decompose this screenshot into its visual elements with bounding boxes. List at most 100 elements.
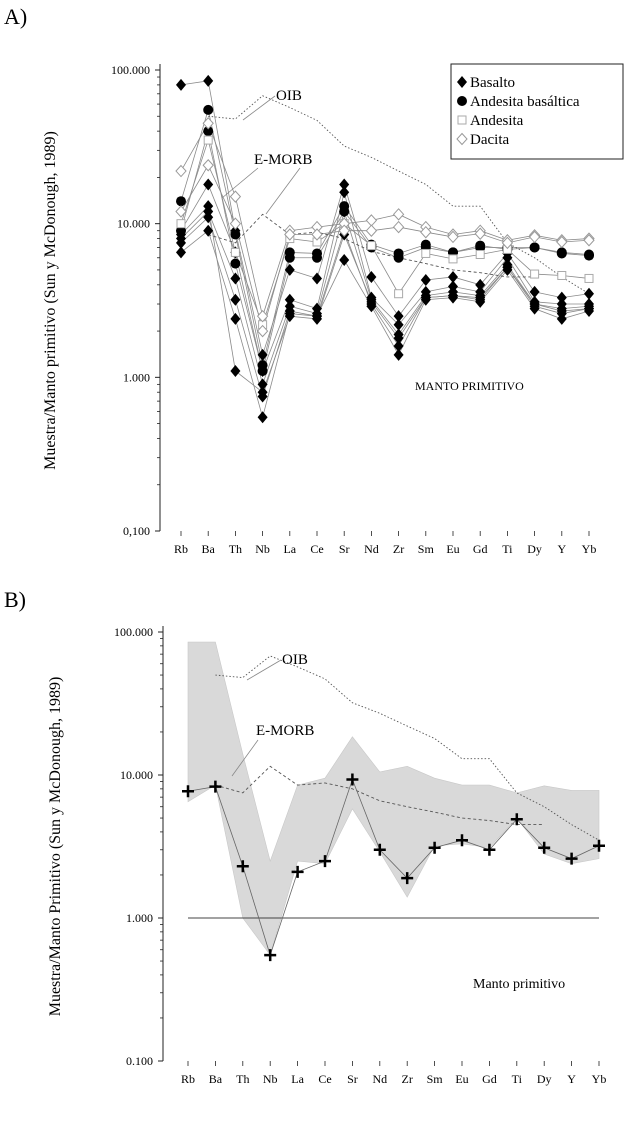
b-oib-label: OIB (282, 652, 308, 668)
a-point-basalto (393, 332, 404, 345)
a-y-tick-label: 0,100 (123, 524, 150, 538)
a-legend-label: Basalto (470, 75, 515, 91)
a-point-andesita (203, 135, 213, 145)
a-x-tick-label: La (283, 542, 296, 556)
a-point-basalto (420, 273, 431, 286)
b-x-tick-label: Y (567, 1072, 576, 1086)
a-point-basalto (584, 302, 594, 315)
a-point-basalto (230, 293, 241, 306)
a-point-dacita (365, 214, 378, 227)
b-y-tick-label: 100.000 (114, 625, 153, 639)
a-sample-line (180, 122, 590, 318)
a-point-dacita (338, 224, 350, 237)
b-average-line (187, 778, 600, 957)
b-average-point (264, 949, 277, 962)
b-range-band (187, 641, 600, 956)
a-point-basalto (203, 74, 214, 87)
a-point-basalto (393, 310, 404, 323)
a-point-dacita (528, 230, 541, 244)
b-x-tick-label: Ce (318, 1072, 331, 1086)
a-point-andesita (448, 254, 458, 264)
a-legend-marker (457, 115, 467, 125)
a-point-basalto (312, 312, 322, 325)
a-x-tick-label: Th (229, 542, 242, 556)
a-x-tick-label: Zr (393, 542, 404, 556)
a-point-dacita (447, 230, 459, 244)
a-point-andesita (176, 219, 186, 229)
a-legend-label: Andesita basáltica (470, 94, 580, 110)
panel-b: 0.100 1.000 10.000 100.000 Rb Ba Th Nb La Ce Sr Nd Z… (0, 580, 631, 1121)
b-manto-label: Manto primitivo (473, 977, 565, 992)
a-point-andesita (530, 269, 540, 279)
a-point-basalto (176, 236, 186, 249)
b-average-point (483, 843, 496, 856)
b-average-point (373, 843, 386, 856)
a-sample-line (180, 164, 590, 333)
b-y-tick-label: 1.000 (126, 911, 153, 925)
a-point-basalto (230, 364, 241, 377)
a-y-tick-label: 1.000 (123, 370, 150, 384)
a-manto-label: MANTO PRIMITIVO (415, 379, 524, 393)
a-point-basalto (230, 272, 241, 285)
a-point-basalto (257, 411, 268, 424)
a-point-basalto (339, 186, 350, 199)
a-point-basalto (420, 291, 431, 304)
a-point-basalto (502, 251, 513, 264)
a-x-tick-label: Sr (339, 542, 350, 556)
a-legend: Basalto Andesita basáltica Andesita Dacita (450, 63, 624, 160)
a-point-basalto (203, 211, 214, 224)
b-average-point (565, 852, 578, 865)
b-y-tick-label: 0.100 (126, 1054, 153, 1068)
b-panel-label: B) (4, 587, 26, 612)
a-point-basalto (176, 78, 186, 91)
a-x-tick-label: Gd (473, 542, 488, 556)
a-point-andesita-bas-ltica (176, 225, 186, 236)
a-point-andesita-bas-ltica (393, 252, 404, 263)
a-point-dacita (175, 164, 187, 178)
a-point-basalto (366, 270, 377, 283)
a-point-basalto (203, 224, 214, 237)
a-point-andesita-bas-ltica (529, 242, 540, 253)
a-x-tick-label: Sm (418, 542, 435, 556)
b-average-point (593, 839, 605, 852)
b-x-tick-label: Yb (592, 1072, 607, 1086)
a-point-basalto (393, 348, 404, 361)
b-average-point (456, 834, 468, 847)
a-point-basalto (339, 254, 350, 267)
a-panel-label: A) (4, 4, 27, 29)
a-point-basalto (257, 348, 268, 361)
a-sample-line (180, 138, 590, 326)
b-average-point (209, 780, 222, 793)
a-sample-line (180, 205, 590, 393)
a-point-basalto (393, 318, 404, 331)
b-x-tick-label: Zr (402, 1072, 413, 1086)
b-markers (182, 773, 605, 962)
a-sample-line (180, 131, 590, 372)
a-markers (175, 74, 595, 424)
b-average-point (538, 841, 551, 854)
a-sample-line (180, 210, 590, 386)
b-x-tick-label: Th (236, 1072, 249, 1086)
a-x-tick-label: Dy (527, 542, 542, 556)
a-legend-label: Dacita (470, 132, 509, 148)
a-y-tick-label: 100.000 (111, 63, 150, 77)
a-point-basalto (257, 378, 268, 391)
a-oib-label: OIB (276, 88, 302, 104)
a-point-andesita-bas-ltica (230, 229, 241, 240)
a-point-dacita (365, 224, 378, 237)
a-point-basalto (203, 200, 214, 213)
b-average-point (510, 813, 523, 826)
a-oib-leader (242, 95, 276, 121)
a-sample-line (180, 216, 590, 398)
b-average-point (428, 841, 441, 854)
a-y-tick-label: 10.000 (117, 217, 150, 231)
a-legend-marker (457, 96, 467, 106)
a-y-axis-label: Muestra/Manto primitivo (Sun y McDonough… (42, 131, 59, 470)
b-x-tick-label: Nb (263, 1072, 278, 1086)
a-point-andesita-bas-ltica (312, 252, 322, 263)
a-x-tick-label: Yb (582, 542, 597, 556)
b-x-tick-label: Dy (537, 1072, 552, 1086)
a-x-tick-label: Nd (364, 542, 379, 556)
b-x-tick-label: Gd (482, 1072, 497, 1086)
a-x-tick-label: Ba (202, 542, 216, 556)
